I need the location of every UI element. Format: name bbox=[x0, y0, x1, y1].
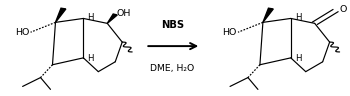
Polygon shape bbox=[56, 8, 66, 22]
Text: H: H bbox=[295, 13, 301, 22]
Text: H: H bbox=[88, 13, 94, 22]
Text: O: O bbox=[339, 5, 346, 14]
Text: DME, H₂O: DME, H₂O bbox=[150, 64, 194, 73]
Text: HO: HO bbox=[15, 28, 29, 37]
Text: NBS: NBS bbox=[161, 20, 184, 30]
Text: H: H bbox=[88, 54, 94, 63]
Text: H: H bbox=[295, 54, 301, 63]
Polygon shape bbox=[107, 14, 117, 23]
Polygon shape bbox=[263, 8, 273, 22]
Text: HO: HO bbox=[223, 28, 237, 37]
Text: OH: OH bbox=[117, 9, 131, 18]
